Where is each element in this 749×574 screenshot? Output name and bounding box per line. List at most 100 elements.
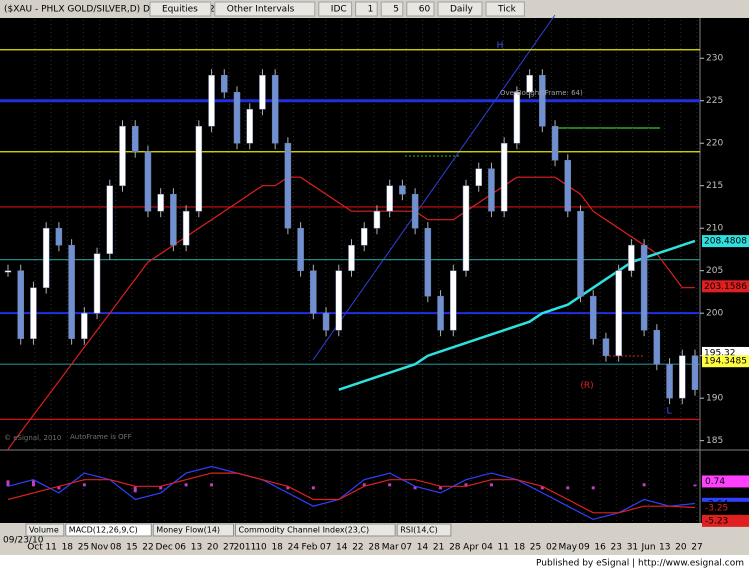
chart-background bbox=[0, 18, 749, 523]
time-label: 24 bbox=[288, 543, 300, 553]
y-tick-label: 190 bbox=[706, 394, 723, 404]
time-label: Feb bbox=[302, 543, 318, 553]
toolbar-button[interactable] bbox=[318, 1, 353, 17]
time-label: 18 bbox=[271, 543, 283, 553]
time-label: 13 bbox=[659, 543, 670, 553]
price-candle bbox=[119, 125, 126, 186]
price-candle bbox=[424, 227, 432, 297]
price-candle bbox=[450, 270, 457, 331]
macd-line bbox=[7, 465, 696, 521]
price-candle bbox=[564, 159, 572, 212]
macd-marker-label: -5.23 bbox=[705, 516, 728, 526]
price-candle bbox=[628, 244, 635, 271]
time-label: 06 bbox=[175, 543, 187, 553]
time-label: 02 bbox=[546, 543, 557, 553]
toolbar-button-label: IDC bbox=[331, 5, 347, 15]
y-tick-label: 185 bbox=[706, 436, 723, 446]
price-candle bbox=[131, 125, 139, 152]
chart-note: OverBought(Frame: 64) bbox=[500, 89, 583, 97]
price-candle bbox=[30, 287, 37, 339]
y-tick-label: 230 bbox=[706, 54, 723, 64]
price-candle bbox=[259, 74, 266, 110]
time-label: 07 bbox=[320, 543, 331, 553]
price-candle bbox=[144, 151, 152, 212]
time-label: 07 bbox=[401, 543, 412, 553]
y-tick-label: 225 bbox=[706, 96, 723, 106]
time-label: 22 bbox=[142, 543, 153, 553]
price-marker bbox=[702, 355, 749, 368]
time-label: Oct bbox=[27, 543, 43, 553]
start-date: 09/23/10 bbox=[3, 536, 44, 546]
footer: Published by eSignal | http://www.esigna… bbox=[536, 559, 744, 569]
toolbar-button[interactable] bbox=[380, 1, 404, 17]
indicator-tab-label: MACD(12,26,9,C) bbox=[69, 526, 138, 535]
time-label: 20 bbox=[675, 543, 687, 553]
price-candle bbox=[589, 295, 597, 339]
annotation: L bbox=[666, 406, 671, 416]
time-label: 2011 bbox=[233, 543, 256, 553]
price-candle bbox=[653, 329, 661, 365]
price-candle bbox=[348, 244, 355, 271]
indicator-tab-label: Money Flow(14) bbox=[156, 526, 220, 535]
price-candle bbox=[322, 312, 330, 331]
toolbar-button[interactable] bbox=[485, 1, 525, 17]
price-candle bbox=[411, 193, 419, 229]
price-candle bbox=[526, 74, 533, 93]
toolbar-button-label: Other Intervals bbox=[227, 5, 295, 15]
price-candle bbox=[551, 125, 559, 161]
toolbar-button[interactable] bbox=[355, 1, 378, 17]
trend-line bbox=[312, 14, 556, 361]
indicator-tab-label: RSI(14,C) bbox=[400, 526, 438, 535]
price-candle bbox=[42, 227, 50, 288]
price-candle bbox=[691, 355, 699, 390]
indicator-tab[interactable] bbox=[152, 523, 234, 537]
moving-average bbox=[7, 176, 695, 450]
time-label: 08 bbox=[110, 543, 122, 553]
indicator-tab[interactable] bbox=[235, 523, 396, 537]
price-candle bbox=[488, 168, 495, 212]
annotation: H bbox=[497, 41, 504, 51]
moving-average bbox=[338, 239, 696, 391]
price-candle bbox=[310, 270, 317, 314]
indicator-tab-label: Commodity Channel Index(23,C) bbox=[239, 526, 370, 535]
price-candle bbox=[615, 270, 622, 356]
price-candle bbox=[170, 193, 177, 246]
price-candle bbox=[157, 193, 164, 212]
time-label: Dec bbox=[155, 543, 172, 553]
price-candle bbox=[640, 244, 648, 331]
time-label: 11 bbox=[498, 543, 509, 553]
indicator-tab[interactable] bbox=[396, 523, 452, 537]
price-candle bbox=[81, 312, 88, 339]
y-tick-label: 215 bbox=[706, 181, 723, 191]
toolbar-button[interactable] bbox=[437, 1, 483, 17]
time-label: 14 bbox=[417, 543, 429, 553]
toolbar-button-label: 5 bbox=[393, 5, 399, 15]
chart-note: AutoFrame is OFF bbox=[70, 433, 132, 441]
price-candle bbox=[93, 253, 101, 314]
time-label: Apr bbox=[463, 543, 479, 553]
macd-marker-label: -3.25 bbox=[705, 503, 728, 513]
toolbar-button[interactable] bbox=[406, 1, 435, 17]
price-candle bbox=[68, 244, 75, 339]
price-marker-label: 194.3485 bbox=[704, 357, 747, 367]
price-candle bbox=[4, 270, 12, 273]
time-label: 10 bbox=[255, 543, 267, 553]
macd-marker bbox=[702, 514, 749, 527]
price-marker-label: 208.4808 bbox=[704, 237, 747, 247]
time-label: 21 bbox=[433, 543, 444, 553]
macd-marker bbox=[702, 475, 749, 488]
price-candle bbox=[373, 210, 381, 229]
time-label: 27 bbox=[223, 543, 234, 553]
indicator-tab[interactable] bbox=[25, 523, 65, 537]
price-candle bbox=[297, 227, 304, 271]
toolbar-button[interactable] bbox=[214, 1, 316, 17]
indicator-tab[interactable] bbox=[65, 523, 152, 537]
toolbar-button-label: Daily bbox=[450, 5, 473, 15]
toolbar-button[interactable] bbox=[149, 1, 212, 17]
time-label: Mar bbox=[382, 543, 399, 553]
price-candle bbox=[195, 125, 203, 212]
time-label: 25 bbox=[530, 543, 541, 553]
price-candle bbox=[500, 142, 508, 212]
toolbar-button-label: Equities bbox=[162, 5, 198, 15]
